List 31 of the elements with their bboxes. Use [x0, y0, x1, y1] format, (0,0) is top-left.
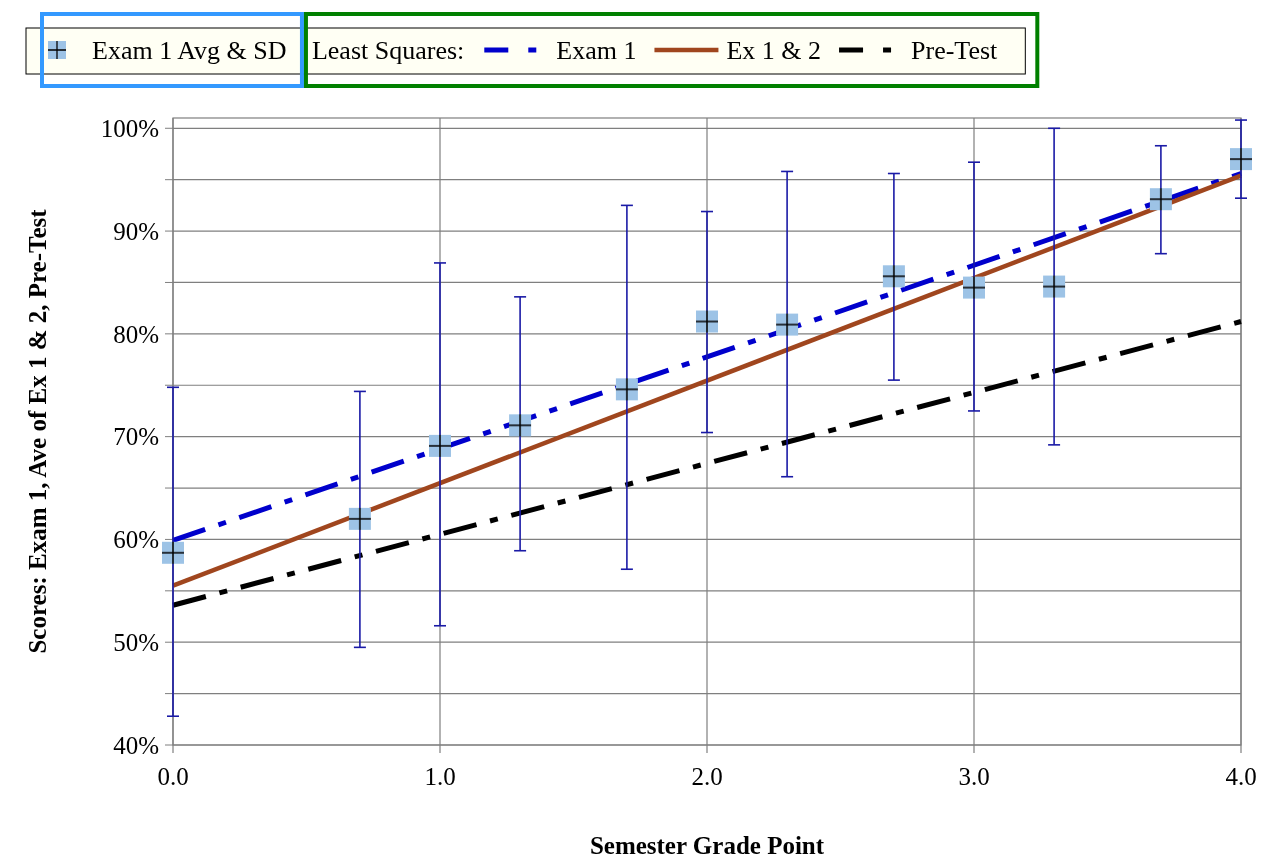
legend-label: Pre-Test [911, 36, 999, 66]
point [882, 265, 905, 288]
y-tick-label: 100% [100, 115, 159, 143]
point [1149, 188, 1172, 211]
y-tick-label: 40% [113, 731, 159, 759]
y-axis-title: Scores: Exam 1, Ave of Ex 1 & 2, Pre-Test [24, 208, 51, 654]
legend-title: Least Squares: [311, 36, 465, 66]
y-tick-label: 80% [113, 320, 159, 348]
y-tick-label: 50% [113, 628, 159, 656]
point [963, 276, 985, 299]
point [429, 434, 451, 457]
y-tick-label: 70% [113, 423, 159, 451]
legend-label: Ex 1 & 2 [726, 36, 822, 66]
x-axis-title: Semester Grade Point [589, 832, 825, 859]
x-tick-label: 2.0 [691, 763, 723, 790]
point [162, 541, 184, 564]
x-tick-label: 4.0 [1225, 763, 1257, 790]
x-tick-label: 1.0 [424, 763, 456, 790]
y-tick-label: 60% [113, 526, 159, 554]
legend-label: Exam 1 [556, 36, 637, 66]
legend-label: Exam 1 Avg & SD [92, 36, 287, 66]
point [1230, 148, 1252, 171]
point [615, 378, 638, 401]
x-tick-label: 0.0 [157, 763, 189, 790]
point [1043, 275, 1066, 298]
point [348, 507, 371, 530]
point [696, 310, 718, 333]
x-tick-label: 3.0 [958, 763, 990, 790]
y-tick-label: 90% [113, 217, 159, 245]
point [509, 414, 532, 437]
point [776, 313, 799, 336]
